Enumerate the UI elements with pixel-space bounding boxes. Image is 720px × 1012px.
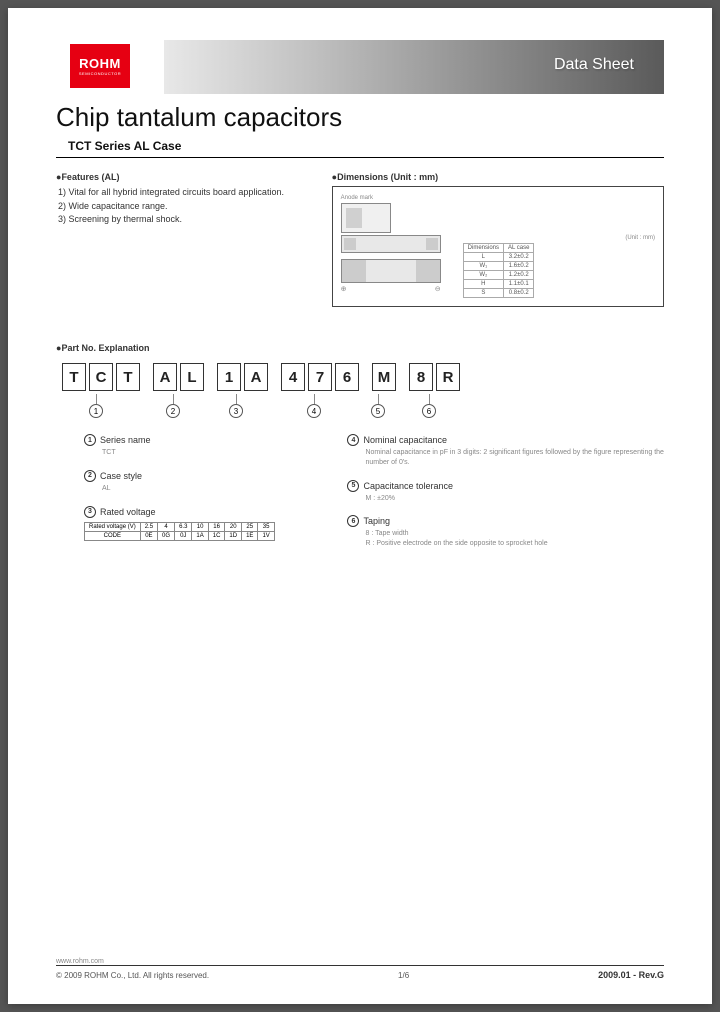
dimensions-heading: ●Dimensions (Unit : mm) <box>332 172 664 182</box>
callout-num: 3 <box>229 404 243 418</box>
footer-rule <box>56 965 664 966</box>
part-box: R <box>436 363 460 391</box>
explanation-columns: 1Series name TCT 2Case style AL 3Rated v… <box>56 434 664 561</box>
rated-voltage-table: Rated voltage (V) 2.5 4 6.3 10 16 20 25 … <box>84 522 275 541</box>
part-box: 6 <box>335 363 359 391</box>
explanation-left: 1Series name TCT 2Case style AL 3Rated v… <box>84 434 327 561</box>
dimensions-unit-label: (Unit : mm) <box>463 235 655 241</box>
footer-page: 1/6 <box>398 971 409 980</box>
dimensions-column: ●Dimensions (Unit : mm) Anode mark ⊕ ⊖ (… <box>332 172 664 307</box>
explanation-right: 4Nominal capacitance Nominal capacitance… <box>347 434 664 561</box>
part-box: 4 <box>281 363 305 391</box>
datasheet-page: ROHM SEMICONDUCTOR Data Sheet Chip tanta… <box>8 8 712 1004</box>
polarity-plus: ⊕ <box>341 285 347 293</box>
part-number-section: ●Part No. Explanation T C T A L 1 A 4 7 … <box>56 343 664 561</box>
footer-row: © 2009 ROHM Co., Ltd. All rights reserve… <box>56 970 664 980</box>
part-no-heading: ●Part No. Explanation <box>56 343 664 353</box>
part-box: M <box>372 363 396 391</box>
features-heading: ●Features (AL) <box>56 172 312 182</box>
part-box: L <box>180 363 204 391</box>
content-row: ●Features (AL) 1) Vital for all hybrid i… <box>56 172 664 307</box>
footer-rev: 2009.01 - Rev.G <box>598 970 664 980</box>
dimensions-table: DimensionsAL case L3.2±0.2 W₁1.6±0.2 W₂1… <box>463 243 535 298</box>
feature-item: 1) Vital for all hybrid integrated circu… <box>58 186 312 200</box>
features-column: ●Features (AL) 1) Vital for all hybrid i… <box>56 172 312 307</box>
part-box: 1 <box>217 363 241 391</box>
feature-item: 2) Wide capacitance range. <box>58 200 312 214</box>
footer-url: www.rohm.com <box>56 958 664 965</box>
dimensions-inner: ⊕ ⊖ (Unit : mm) DimensionsAL case L3.2±0… <box>341 235 655 298</box>
dimension-shapes: ⊕ ⊖ <box>341 235 451 293</box>
explain-item: 2Case style AL <box>84 470 327 494</box>
callouts-row: 1 2 3 4 5 6 <box>62 394 664 418</box>
title-rule <box>56 157 664 158</box>
part-box: T <box>62 363 86 391</box>
page-subtitle: TCT Series AL Case <box>68 139 664 153</box>
anode-mark-diagram <box>341 203 391 233</box>
page-footer: www.rohm.com © 2009 ROHM Co., Ltd. All r… <box>56 958 664 980</box>
banner-title: Data Sheet <box>554 56 634 74</box>
callout-num: 5 <box>371 404 385 418</box>
side-view-diagram <box>341 235 441 253</box>
callout-num: 2 <box>166 404 180 418</box>
explain-item: 6Taping 8 : Tape width R : Positive elec… <box>347 515 664 549</box>
callout-num: 4 <box>307 404 321 418</box>
polarity-row: ⊕ ⊖ <box>341 285 441 293</box>
part-box: A <box>244 363 268 391</box>
dimensions-box: Anode mark ⊕ ⊖ (Unit : mm) Dim <box>332 186 664 307</box>
explain-item: 3Rated voltage Rated voltage (V) 2.5 4 6… <box>84 506 327 541</box>
rohm-logo: ROHM SEMICONDUCTOR <box>70 44 130 88</box>
explain-item: 1Series name TCT <box>84 434 327 458</box>
callout-num: 1 <box>89 404 103 418</box>
logo-text: ROHM <box>79 56 121 71</box>
footer-copyright: © 2009 ROHM Co., Ltd. All rights reserve… <box>56 971 209 980</box>
part-box: A <box>153 363 177 391</box>
part-box: T <box>116 363 140 391</box>
explain-item: 5Capacitance tolerance M : ±20% <box>347 480 664 504</box>
part-number-boxes: T C T A L 1 A 4 7 6 M 8 R <box>62 363 664 391</box>
page-title: Chip tantalum capacitors <box>56 102 664 133</box>
callout-num: 6 <box>422 404 436 418</box>
dimensions-table-wrap: (Unit : mm) DimensionsAL case L3.2±0.2 W… <box>463 235 655 298</box>
anode-label: Anode mark <box>341 195 655 201</box>
part-box: C <box>89 363 113 391</box>
feature-item: 3) Screening by thermal shock. <box>58 213 312 227</box>
part-box: 8 <box>409 363 433 391</box>
features-list: 1) Vital for all hybrid integrated circu… <box>58 186 312 227</box>
top-view-diagram <box>341 259 441 283</box>
explain-item: 4Nominal capacitance Nominal capacitance… <box>347 434 664 468</box>
logo-subtext: SEMICONDUCTOR <box>79 71 121 76</box>
polarity-minus: ⊖ <box>435 285 441 293</box>
header-banner: ROHM SEMICONDUCTOR Data Sheet <box>56 40 664 94</box>
part-box: 7 <box>308 363 332 391</box>
